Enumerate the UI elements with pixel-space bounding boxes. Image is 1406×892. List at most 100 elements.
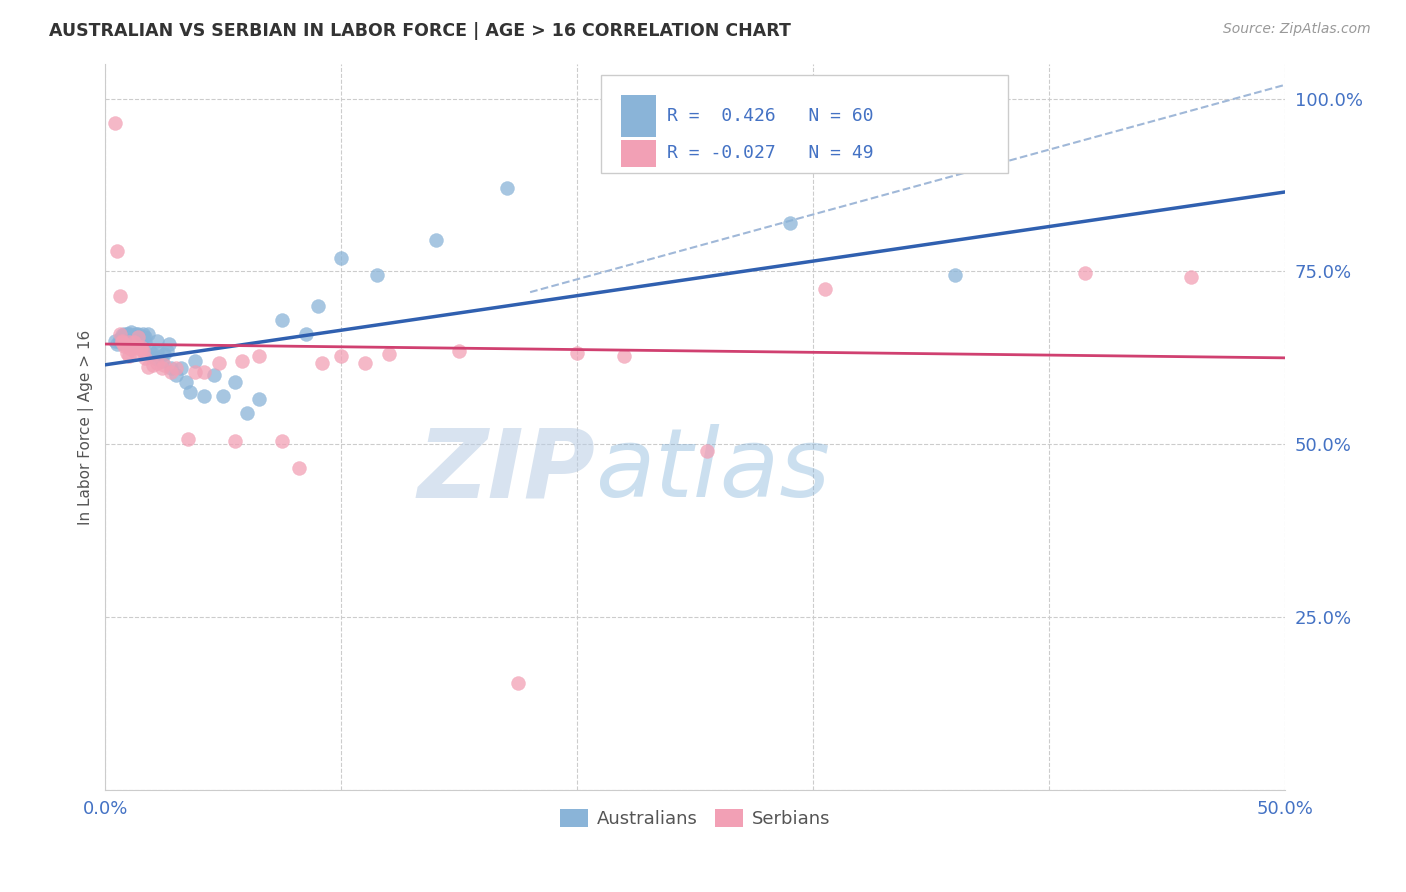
Point	[165, 368, 187, 383]
Point	[134, 351, 156, 365]
Point	[1073, 266, 1095, 280]
Point	[247, 392, 270, 407]
Point	[177, 432, 200, 446]
Point	[193, 389, 215, 403]
Point	[129, 334, 152, 349]
Point	[146, 334, 169, 348]
Point	[202, 368, 225, 383]
Point	[122, 334, 145, 349]
Point	[112, 337, 135, 351]
Point	[696, 444, 718, 458]
Point	[118, 334, 141, 348]
Point	[104, 116, 127, 130]
Point	[115, 326, 138, 341]
Point	[170, 361, 193, 376]
Point	[112, 334, 135, 349]
Point	[495, 181, 517, 195]
Point	[354, 356, 377, 370]
Point	[160, 365, 183, 379]
Text: R =  0.426   N = 60: R = 0.426 N = 60	[666, 107, 873, 125]
Point	[132, 343, 155, 358]
Point	[105, 337, 128, 351]
Point	[153, 347, 176, 361]
Point	[125, 328, 148, 343]
Point	[112, 330, 135, 344]
Point	[112, 339, 135, 353]
Point	[224, 375, 246, 389]
Point	[132, 326, 155, 341]
Point	[295, 326, 318, 341]
Point	[122, 334, 145, 349]
Legend: Australians, Serbians: Australians, Serbians	[553, 802, 838, 835]
Text: Source: ZipAtlas.com: Source: ZipAtlas.com	[1223, 22, 1371, 37]
Point	[146, 343, 169, 358]
Point	[129, 332, 152, 346]
Point	[307, 299, 329, 313]
Point	[425, 233, 447, 247]
Point	[129, 342, 152, 356]
Point	[129, 341, 152, 355]
Point	[120, 330, 142, 344]
FancyBboxPatch shape	[621, 95, 657, 136]
Point	[212, 389, 235, 403]
Text: ZIP: ZIP	[418, 424, 595, 517]
Point	[125, 330, 148, 344]
Point	[814, 282, 837, 296]
Point	[127, 330, 149, 344]
Y-axis label: In Labor Force | Age > 16: In Labor Force | Age > 16	[79, 329, 94, 524]
Point	[224, 434, 246, 448]
Point	[153, 358, 176, 372]
Point	[111, 334, 134, 348]
Point	[508, 675, 530, 690]
Point	[134, 334, 156, 349]
Point	[125, 346, 148, 360]
Point	[134, 330, 156, 344]
Point	[111, 334, 134, 349]
Point	[193, 365, 215, 379]
Point	[118, 334, 141, 349]
Point	[150, 354, 173, 368]
Point	[125, 326, 148, 341]
Point	[139, 343, 162, 358]
FancyBboxPatch shape	[600, 75, 1008, 173]
Text: R = -0.027   N = 49: R = -0.027 N = 49	[666, 145, 873, 162]
Point	[112, 326, 135, 341]
Point	[150, 361, 173, 376]
Point	[779, 216, 801, 230]
Point	[613, 349, 636, 363]
Point	[120, 339, 142, 353]
Point	[160, 361, 183, 376]
Point	[157, 337, 180, 351]
Point	[111, 328, 134, 343]
Point	[142, 358, 165, 372]
Point	[127, 330, 149, 344]
Point	[143, 351, 166, 365]
Text: atlas: atlas	[595, 424, 830, 517]
Point	[165, 361, 187, 376]
Point	[118, 349, 141, 363]
Point	[330, 349, 353, 363]
Point	[142, 347, 165, 361]
Point	[108, 288, 131, 302]
Point	[449, 343, 471, 358]
Point	[122, 330, 145, 344]
Point	[104, 334, 127, 348]
Point	[118, 337, 141, 351]
Point	[122, 341, 145, 355]
Point	[118, 326, 141, 341]
Point	[288, 461, 311, 475]
Point	[120, 326, 142, 340]
Point	[105, 244, 128, 258]
Point	[311, 356, 333, 370]
Point	[366, 268, 388, 282]
Point	[136, 326, 159, 341]
Point	[184, 365, 207, 379]
FancyBboxPatch shape	[621, 139, 657, 167]
Point	[115, 346, 138, 360]
Point	[1180, 270, 1202, 285]
Point	[271, 434, 294, 448]
Point	[184, 354, 207, 368]
Point	[127, 326, 149, 341]
Point	[115, 330, 138, 344]
Point	[146, 356, 169, 370]
